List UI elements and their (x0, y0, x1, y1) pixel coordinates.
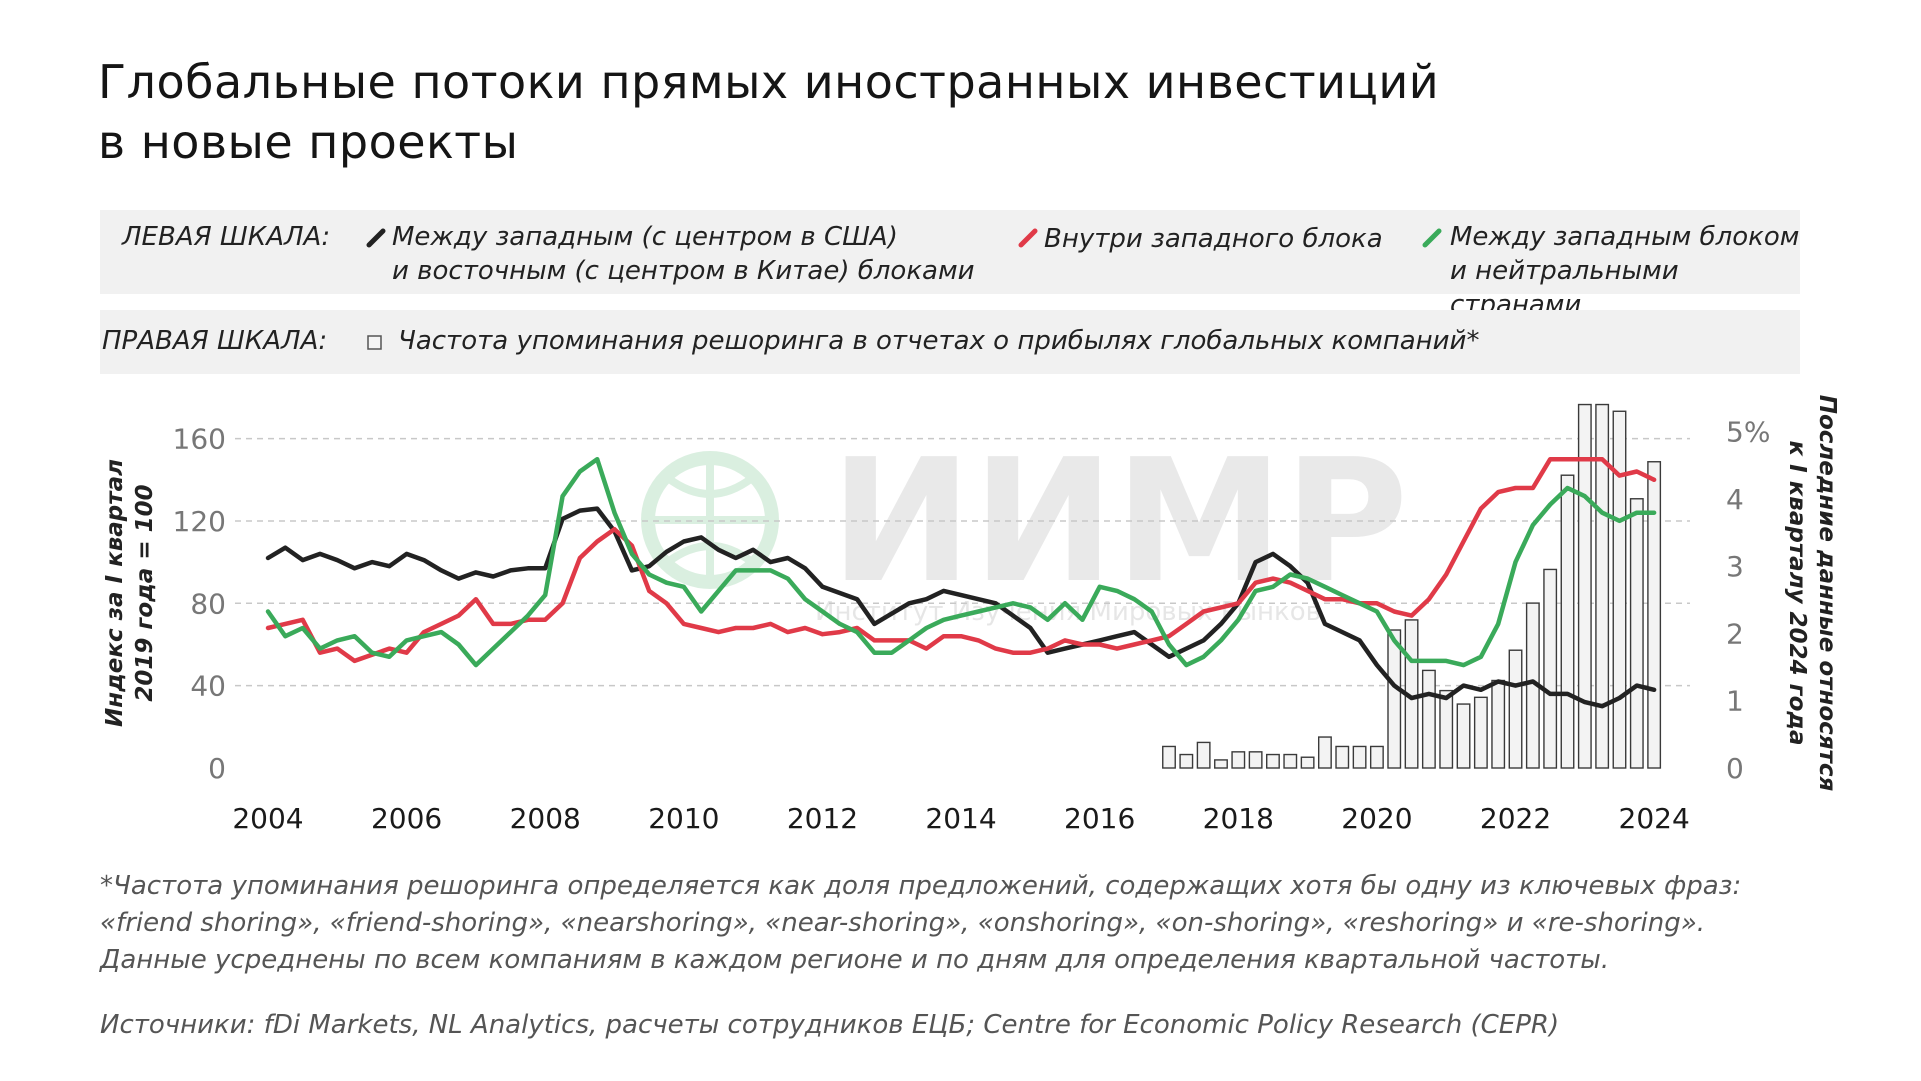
x-tick-2020: 2020 (1341, 802, 1412, 835)
page-title: Глобальные потоки прямых иностранных инв… (98, 52, 1798, 172)
lines-group (265, 456, 1657, 709)
bar-2022 (1508, 649, 1523, 769)
legend-right-scale: ПРАВАЯ ШКАЛА: Частота упоминания решорин… (100, 310, 1800, 374)
title-line-1: Глобальные потоки прямых иностранных инв… (98, 55, 1440, 109)
bar-2022.5 (1543, 568, 1558, 769)
y-axis-label-left-line2: 2019 года = 100 (132, 484, 158, 701)
bar-2018.75 (1283, 753, 1298, 769)
x-tick-2012: 2012 (787, 802, 858, 835)
bar-2024 (1647, 461, 1662, 769)
bar-2020.75 (1421, 669, 1436, 769)
x-tick-2008: 2008 (510, 802, 581, 835)
bar-2018.5 (1266, 753, 1280, 769)
bar-2017 (1162, 745, 1176, 769)
legend-item-green-line1: Между западным блоком (1450, 222, 1800, 252)
bar-2021.25 (1456, 703, 1471, 769)
legend-left-scale: ЛЕВАЯ ШКАЛА: Между западным (с центром в… (100, 210, 1800, 320)
bar-2018.25 (1248, 751, 1263, 769)
title-line-2: в новые проекты (98, 115, 519, 169)
bar-2019.5 (1335, 745, 1350, 769)
x-tick-2016: 2016 (1064, 802, 1135, 835)
bar-2018 (1231, 751, 1246, 769)
legend-mark-bar (367, 335, 382, 350)
y-axis-label-right-line1: Последние данные относятся (1814, 395, 1840, 792)
y-tick-80: 80 (190, 587, 226, 620)
bars-group (1162, 403, 1662, 769)
y2-tick-5: 5% (1726, 415, 1770, 448)
bar-2023.5 (1612, 410, 1627, 769)
bar-2021.5 (1473, 696, 1488, 769)
y2-tick-2: 2 (1726, 617, 1744, 650)
bar-2021.75 (1491, 679, 1506, 769)
y2-tick-0: 0 (1726, 752, 1744, 785)
source-note: Источники: fDi Markets, NL Analytics, ра… (100, 1010, 1560, 1040)
watermark: ИИМР Институт Изучения Мировых Рынков (641, 423, 1408, 627)
footnote-line-3: Данные усреднены по всем компаниям в каж… (100, 945, 1610, 975)
x-tick-2004: 2004 (232, 802, 303, 835)
legend-mark-red (1018, 228, 1038, 248)
y-axis-right: 0 1 2 3 4 5% (1726, 415, 1770, 785)
legend-item-red: Внутри западного блока (1044, 222, 1383, 256)
legend-item-black-line1: Между западным (с центром в США) (392, 222, 898, 252)
legend-item-red-line1: Внутри западного блока (1044, 224, 1383, 254)
legend-item-black-line2: и восточным (с центром в Китае) блоками (392, 256, 975, 286)
bar-2019 (1300, 756, 1315, 769)
series-line-1 (265, 456, 1657, 664)
footnote: *Частота упоминания решоринга определяет… (100, 868, 1880, 979)
y2-tick-1: 1 (1726, 685, 1744, 718)
y2-tick-4: 4 (1726, 483, 1744, 516)
y-axis-label-left-line1: Индекс за I квартал (102, 459, 128, 727)
y-tick-40: 40 (190, 670, 226, 703)
left-scale-label: ЛЕВАЯ ШКАЛА: (122, 222, 331, 252)
y-tick-0: 0 (208, 752, 226, 785)
x-tick-2018: 2018 (1203, 802, 1274, 835)
y-tick-120: 120 (173, 505, 226, 538)
bar-2019.25 (1317, 736, 1332, 769)
footnote-line-2: «friend shoring», «friend-shoring», «nea… (100, 908, 1706, 938)
legend-mark-black (366, 228, 386, 248)
y-axis-left: 0 40 80 120 160 (173, 423, 226, 785)
gridlines (235, 437, 1690, 687)
bar-2022.75 (1560, 474, 1575, 769)
x-tick-2022: 2022 (1480, 802, 1551, 835)
bar-2023.25 (1595, 403, 1610, 769)
series-line-0 (265, 506, 1657, 709)
bar-2017.75 (1214, 759, 1228, 769)
series-line-2 (265, 456, 1657, 668)
watermark-globe-lines (648, 458, 772, 582)
bar-2017.5 (1196, 741, 1211, 769)
y-axis-label-right-line2: к I кварталу 2024 года (1784, 441, 1810, 746)
bar-2020.25 (1387, 629, 1402, 769)
bar-2017.25 (1179, 753, 1194, 769)
y-axis-label-right: Последние данные относятсяк I кварталу 2… (1784, 395, 1840, 792)
legend-item-green-line2: и нейтральными странами (1450, 256, 1679, 320)
legend-item-bar: Частота упоминания решоринга в отчетах о… (398, 326, 1480, 356)
x-tick-2024: 2024 (1619, 802, 1690, 835)
y2-tick-3: 3 (1726, 550, 1744, 583)
footnote-line-1: *Частота упоминания решоринга определяет… (100, 871, 1742, 901)
right-scale-label: ПРАВАЯ ШКАЛА: (102, 326, 328, 356)
x-axis: 2004 2006 2008 2010 2012 2014 2016 2018 2020 2022… (232, 802, 1689, 835)
bar-2023.75 (1629, 498, 1644, 769)
legend-item-green: Между западным блоком и нейтральными стр… (1450, 220, 1800, 322)
x-tick-2006: 2006 (371, 802, 442, 835)
bar-2021 (1439, 689, 1454, 769)
y-tick-160: 160 (173, 423, 226, 456)
x-tick-2014: 2014 (925, 802, 996, 835)
x-tick-2010: 2010 (648, 802, 719, 835)
legend-item-black: Между западным (с центром в США) и восто… (392, 220, 974, 288)
y-axis-label-left: Индекс за I квартал 2019 года = 100 (102, 459, 158, 727)
bar-2020 (1369, 745, 1384, 769)
legend-mark-green (1422, 228, 1442, 248)
bar-2019.75 (1352, 745, 1367, 769)
watermark-globe-icon (641, 451, 779, 589)
